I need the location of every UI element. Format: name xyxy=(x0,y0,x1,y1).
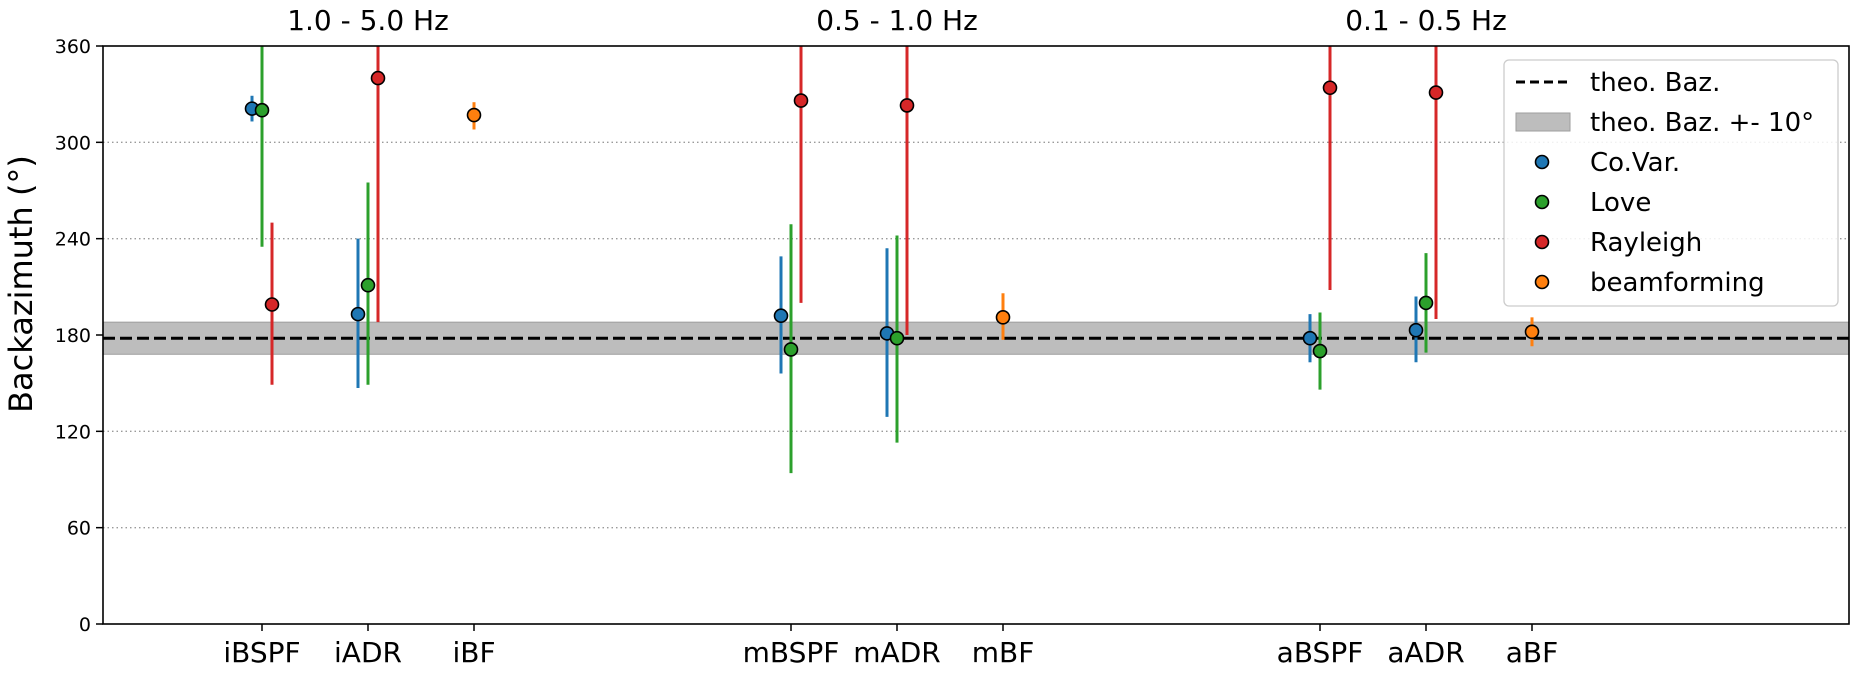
x-tick-label: mBSPF xyxy=(743,636,840,669)
y-tick-label: 360 xyxy=(55,36,91,58)
y-tick-label: 60 xyxy=(67,518,91,540)
data-point xyxy=(783,342,799,357)
data-point xyxy=(1322,80,1338,96)
x-tick-label: aBSPF xyxy=(1277,636,1364,669)
data-point xyxy=(264,297,280,312)
data-point xyxy=(1408,322,1424,338)
x-axis-ticks: iBSPF iADR iBF mBSPF mADR mBF aBSPF aADR aBF xyxy=(223,624,1558,669)
y-tick-label: 120 xyxy=(55,421,91,443)
legend-label: Co.Var. xyxy=(1590,148,1680,178)
legend-marker xyxy=(1534,154,1550,170)
x-tick-label: mADR xyxy=(853,636,940,669)
group-title: 0.5 - 1.0 Hz xyxy=(816,4,978,37)
y-tick-label: 300 xyxy=(55,132,91,154)
legend-label: Rayleigh xyxy=(1590,228,1702,258)
x-tick-label: aADR xyxy=(1387,636,1464,669)
legend-marker xyxy=(1534,194,1550,210)
y-axis-ticks: 0 60 120 180 240 300 360 xyxy=(55,36,103,636)
data-point xyxy=(995,310,1011,325)
legend-label: theo. Baz. +- 10° xyxy=(1590,108,1814,138)
data-point xyxy=(360,277,376,293)
y-axis-label: Backazimuth (°) xyxy=(2,155,40,413)
data-point xyxy=(1418,295,1434,311)
legend-marker xyxy=(1534,274,1550,290)
data-point xyxy=(350,306,366,322)
x-tick-label: mBF xyxy=(972,636,1035,669)
group-titles: 1.0 - 5.0 Hz 0.5 - 1.0 Hz 0.1 - 0.5 Hz xyxy=(287,4,1507,37)
data-point xyxy=(466,107,482,123)
data-point xyxy=(1312,343,1328,359)
data-point xyxy=(1428,85,1444,100)
data-marks xyxy=(244,46,1540,474)
legend-marker xyxy=(1534,234,1550,250)
legend: theo. Baz. theo. Baz. +- 10° Co.Var. Love Ra… xyxy=(1503,59,1839,307)
legend-box xyxy=(1503,59,1839,307)
legend-band-swatch xyxy=(1515,112,1571,132)
data-point xyxy=(1524,324,1540,340)
data-point xyxy=(899,98,915,113)
y-tick-label: 0 xyxy=(79,614,91,636)
legend-label: beamforming xyxy=(1590,268,1765,298)
x-tick-label: iBSPF xyxy=(223,636,300,669)
group-title: 0.1 - 0.5 Hz xyxy=(1345,4,1507,37)
data-point xyxy=(889,330,905,346)
x-tick-label: iBF xyxy=(452,636,495,669)
data-point xyxy=(793,93,809,108)
data-point xyxy=(1302,330,1318,346)
legend-label: theo. Baz. xyxy=(1590,68,1720,98)
x-tick-label: aBF xyxy=(1506,636,1558,669)
x-tick-label: iADR xyxy=(334,636,402,669)
data-point xyxy=(773,308,789,324)
group-title: 1.0 - 5.0 Hz xyxy=(287,4,449,37)
y-tick-label: 240 xyxy=(55,229,91,251)
y-tick-label: 180 xyxy=(55,325,91,347)
data-point xyxy=(254,102,270,118)
legend-label: Love xyxy=(1590,188,1651,218)
data-point xyxy=(370,70,386,86)
